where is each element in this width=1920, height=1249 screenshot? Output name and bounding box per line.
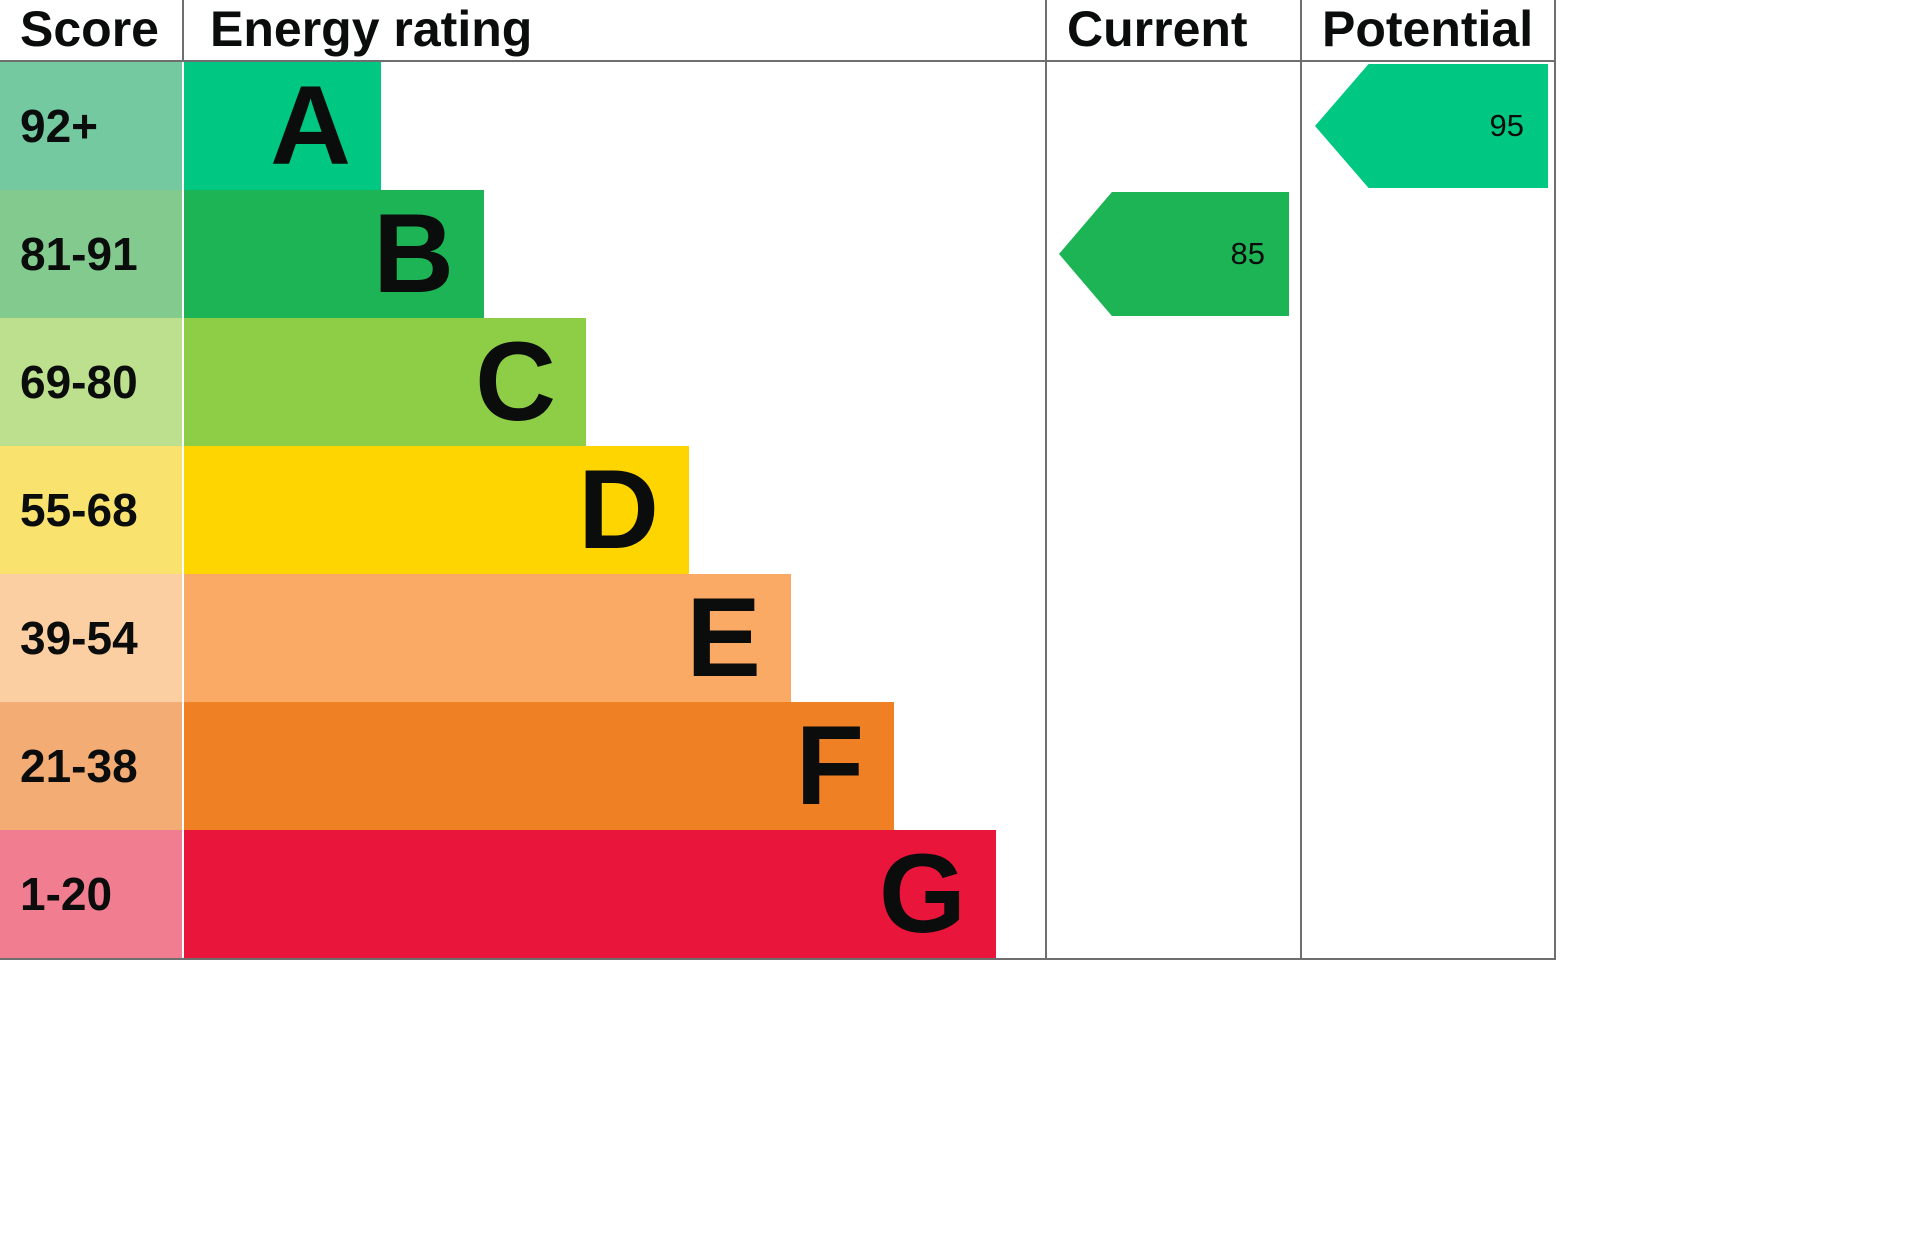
score-cell: 81-91 <box>0 190 182 318</box>
current-arrow: 85 <box>1059 192 1289 316</box>
score-cell: 92+ <box>0 62 182 190</box>
band-letter: A <box>270 63 351 188</box>
band-row: A <box>182 62 1045 190</box>
potential-column: Potential 95 <box>1300 0 1556 958</box>
rating-bar-g: G <box>184 830 996 958</box>
score-range-label: 69-80 <box>20 356 138 408</box>
current-header: Current <box>1047 0 1300 62</box>
score-range-label: 21-38 <box>20 740 138 792</box>
band-row: B <box>182 190 1045 318</box>
epc-energy-rating-chart: Score 92+ 81-91 69-80 55-68 39-54 21-38 … <box>0 0 1556 960</box>
rating-bar-f: F <box>184 702 894 830</box>
band-row: C <box>182 318 1045 446</box>
energy-rating-header: Energy rating <box>182 0 1045 62</box>
potential-column-body: 95 <box>1302 62 1554 958</box>
score-cell: 21-38 <box>0 702 182 830</box>
current-value: 85 <box>1230 236 1265 271</box>
score-range-label: 1-20 <box>20 868 113 920</box>
score-header: Score <box>0 0 182 62</box>
score-cell: 39-54 <box>0 574 182 702</box>
band-letter: E <box>686 575 761 700</box>
current-column-body: 85 <box>1047 62 1300 958</box>
score-cell: 1-20 <box>0 830 182 958</box>
band-letter: G <box>878 831 966 956</box>
score-range-label: 39-54 <box>20 612 138 664</box>
band-letter: F <box>795 703 864 828</box>
current-column: Current 85 <box>1045 0 1300 958</box>
energy-rating-column: Energy rating A B C D E F G <box>182 0 1045 958</box>
rating-bar-c: C <box>184 318 586 446</box>
band-row: E <box>182 574 1045 702</box>
score-range-label: 81-91 <box>20 228 138 280</box>
potential-arrow: 95 <box>1315 64 1548 188</box>
rating-bar-b: B <box>184 190 484 318</box>
band-row: F <box>182 702 1045 830</box>
score-cell: 55-68 <box>0 446 182 574</box>
score-range-label: 92+ <box>20 100 99 152</box>
rating-bar-a: A <box>184 62 381 190</box>
score-column: Score 92+ 81-91 69-80 55-68 39-54 21-38 … <box>0 0 182 958</box>
rating-bar-d: D <box>184 446 689 574</box>
band-letter: D <box>578 447 659 572</box>
score-range-label: 55-68 <box>20 484 138 536</box>
band-row: G <box>182 830 1045 958</box>
potential-header: Potential <box>1302 0 1554 62</box>
score-cell: 69-80 <box>0 318 182 446</box>
band-row: D <box>182 446 1045 574</box>
band-letter: B <box>373 191 454 316</box>
potential-value: 95 <box>1489 108 1524 143</box>
rating-bar-e: E <box>184 574 791 702</box>
band-letter: C <box>475 319 556 444</box>
